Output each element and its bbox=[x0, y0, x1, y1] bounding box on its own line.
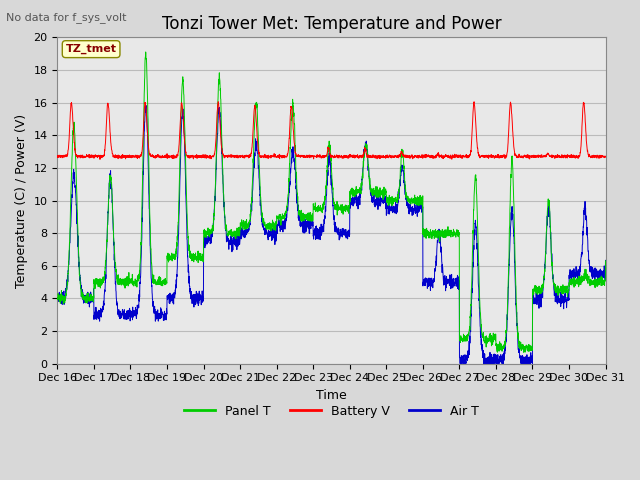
Battery V bbox=[148, 154, 156, 159]
Battery V bbox=[214, 99, 222, 105]
Air T bbox=[148, 297, 156, 302]
Battery V bbox=[591, 153, 599, 158]
Line: Battery V: Battery V bbox=[58, 102, 605, 159]
Panel T bbox=[602, 258, 609, 264]
Line: Panel T: Panel T bbox=[58, 52, 605, 352]
Air T bbox=[602, 257, 609, 263]
Air T bbox=[591, 265, 599, 271]
Air T bbox=[116, 308, 124, 314]
Panel T bbox=[287, 115, 295, 120]
Battery V bbox=[532, 153, 540, 158]
Title: Tonzi Tower Met: Temperature and Power: Tonzi Tower Met: Temperature and Power bbox=[162, 15, 501, 33]
Panel T bbox=[54, 296, 61, 302]
Battery V bbox=[96, 156, 104, 162]
Panel T bbox=[148, 280, 156, 286]
Air T bbox=[287, 155, 295, 161]
Text: TZ_tmet: TZ_tmet bbox=[66, 44, 116, 54]
Text: No data for f_sys_volt: No data for f_sys_volt bbox=[6, 12, 127, 23]
Legend: Panel T, Battery V, Air T: Panel T, Battery V, Air T bbox=[179, 400, 484, 423]
Panel T bbox=[520, 349, 527, 355]
Air T bbox=[54, 292, 61, 298]
Y-axis label: Temperature (C) / Power (V): Temperature (C) / Power (V) bbox=[15, 113, 28, 288]
Battery V bbox=[54, 153, 61, 159]
Battery V bbox=[288, 104, 296, 110]
Panel T bbox=[591, 285, 599, 290]
Air T bbox=[141, 101, 149, 107]
Panel T bbox=[264, 221, 271, 227]
X-axis label: Time: Time bbox=[316, 389, 347, 402]
Panel T bbox=[532, 290, 540, 296]
Battery V bbox=[602, 154, 609, 159]
Air T bbox=[264, 234, 271, 240]
Air T bbox=[532, 291, 540, 297]
Line: Air T: Air T bbox=[58, 104, 605, 364]
Battery V bbox=[264, 153, 272, 159]
Panel T bbox=[142, 49, 150, 55]
Panel T bbox=[116, 281, 124, 287]
Battery V bbox=[116, 154, 124, 160]
Air T bbox=[456, 361, 464, 367]
